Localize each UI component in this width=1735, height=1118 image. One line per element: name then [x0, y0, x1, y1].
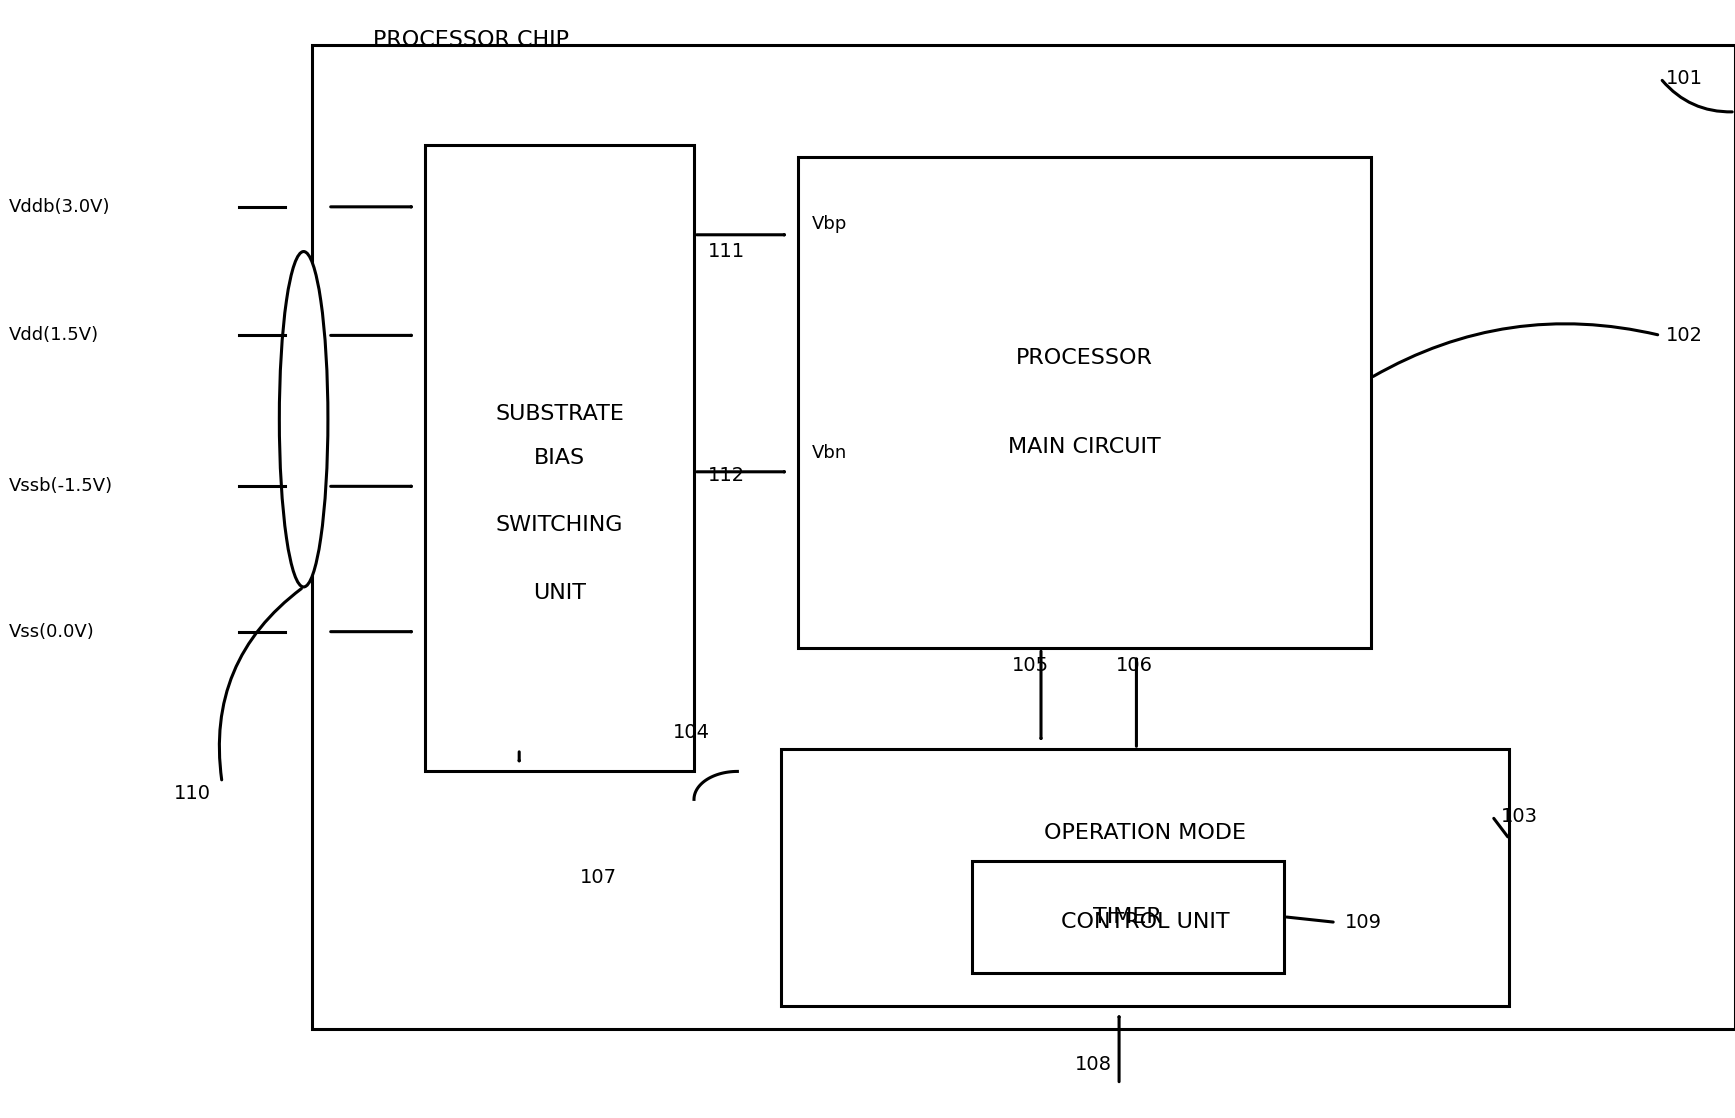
Text: Vssb(-1.5V): Vssb(-1.5V) [9, 477, 113, 495]
Text: 112: 112 [708, 466, 744, 484]
FancyArrowPatch shape [1662, 80, 1732, 112]
Bar [798, 157, 1371, 648]
Text: Vddb(3.0V): Vddb(3.0V) [9, 198, 111, 216]
Bar [972, 861, 1284, 973]
Text: 105: 105 [1012, 656, 1048, 674]
Text: 103: 103 [1501, 807, 1537, 825]
Bar [425, 145, 694, 771]
Text: Vbp: Vbp [812, 215, 847, 233]
Text: BIAS: BIAS [534, 448, 585, 468]
Text: 101: 101 [1666, 69, 1702, 87]
Text: 111: 111 [708, 243, 744, 260]
Text: MAIN CIRCUIT: MAIN CIRCUIT [1008, 437, 1161, 457]
Text: OPERATION MODE: OPERATION MODE [1044, 823, 1246, 843]
Text: UNIT: UNIT [533, 582, 586, 603]
Text: PROCESSOR CHIP: PROCESSOR CHIP [373, 30, 569, 50]
Text: SWITCHING: SWITCHING [496, 515, 623, 536]
FancyArrowPatch shape [1494, 818, 1508, 837]
Text: 106: 106 [1116, 656, 1152, 674]
Bar [781, 749, 1509, 1006]
Text: 104: 104 [673, 723, 710, 741]
Text: PROCESSOR: PROCESSOR [1017, 348, 1152, 368]
Text: TIMER: TIMER [1093, 907, 1162, 927]
FancyArrowPatch shape [1287, 917, 1332, 922]
Text: 109: 109 [1345, 913, 1381, 931]
FancyArrowPatch shape [219, 588, 302, 780]
Text: 107: 107 [579, 869, 618, 887]
Text: Vss(0.0V): Vss(0.0V) [9, 623, 94, 641]
Ellipse shape [279, 252, 328, 587]
Text: 110: 110 [174, 785, 210, 803]
Text: SUBSTRATE: SUBSTRATE [494, 404, 625, 424]
Text: Vbn: Vbn [812, 444, 847, 462]
FancyArrowPatch shape [1372, 324, 1657, 377]
Bar [312, 45, 1735, 1029]
Text: CONTROL UNIT: CONTROL UNIT [1060, 912, 1230, 932]
Text: 108: 108 [1074, 1055, 1112, 1073]
Text: Vdd(1.5V): Vdd(1.5V) [9, 326, 99, 344]
Text: 102: 102 [1666, 326, 1702, 344]
